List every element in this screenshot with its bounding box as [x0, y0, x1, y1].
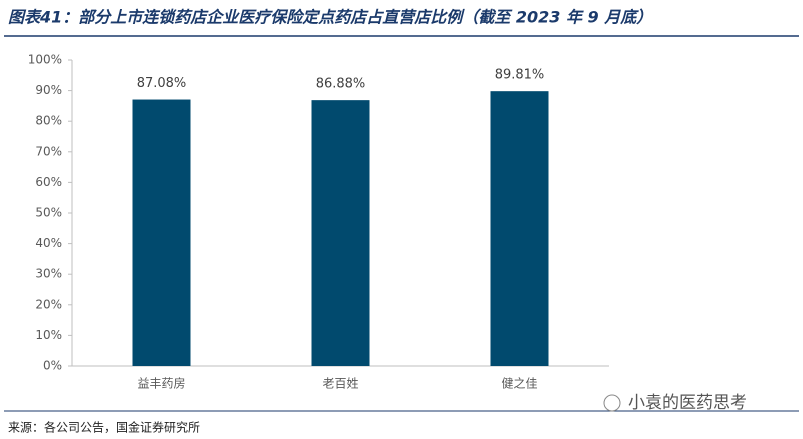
data-label: 89.81% — [495, 68, 545, 83]
source: 来源：各公司公告，国金证券研究所 — [8, 420, 200, 435]
y-tick-label: 100% — [28, 53, 62, 67]
y-tick-label: 50% — [35, 206, 62, 220]
y-tick-label: 30% — [35, 267, 62, 281]
y-tick-label: 20% — [35, 297, 62, 311]
x-tick-label: 健之佳 — [501, 377, 537, 391]
watermark-icon — [603, 394, 621, 412]
y-tick-label: 80% — [35, 114, 62, 128]
x-tick-label: 老百姓 — [322, 377, 358, 391]
chart-title: 图表41：部分上市连锁药店企业医疗保险定点药店占直营店比例（截至 2023 年 … — [8, 8, 652, 27]
y-tick-label: 40% — [35, 236, 62, 250]
y-tick-label: 70% — [35, 144, 62, 158]
y-tick-label: 90% — [35, 83, 62, 97]
y-tick-label: 0% — [43, 359, 62, 373]
y-tick-label: 60% — [35, 175, 62, 189]
bar — [311, 100, 370, 366]
x-tick-label: 益丰药房 — [137, 376, 185, 391]
watermark: 小袁的医药思考 — [628, 393, 747, 413]
bar — [490, 91, 549, 366]
y-tick-label: 10% — [35, 328, 62, 342]
bar — [132, 99, 191, 366]
data-label: 87.08% — [137, 76, 187, 91]
data-label: 86.88% — [316, 77, 366, 92]
